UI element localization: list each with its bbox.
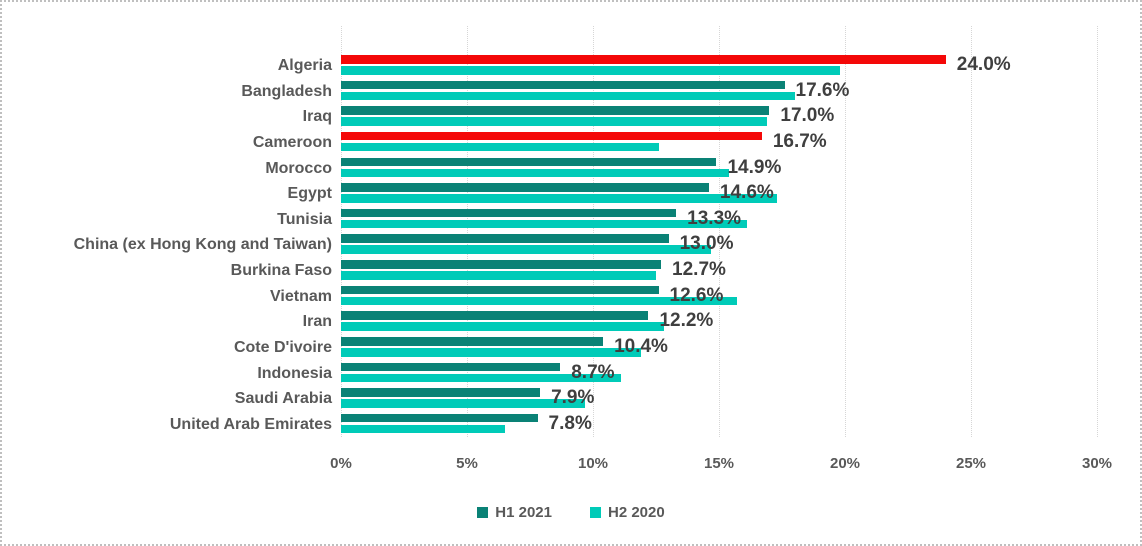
x-axis-tick-label: 5% xyxy=(456,455,478,472)
bar-h2-2020 xyxy=(341,373,621,383)
data-label: 8.7% xyxy=(571,361,615,383)
gridline xyxy=(341,26,342,437)
bar-h1-2021 xyxy=(341,157,717,167)
category-label: Algeria xyxy=(277,57,332,74)
category-label: Bangladesh xyxy=(241,82,332,100)
data-label: 12.7% xyxy=(672,259,726,281)
bar-h1-2021 xyxy=(341,208,677,218)
data-label: 24.0% xyxy=(956,54,1011,75)
gridline xyxy=(467,26,468,437)
x-axis-tick-label: 30% xyxy=(1081,455,1113,472)
category-label: Indonesia xyxy=(257,364,332,382)
bar-h2-2020 xyxy=(341,194,777,203)
category-label: Iraq xyxy=(302,108,332,126)
x-axis-tick-label: 20% xyxy=(829,455,861,472)
bar-h2-2020 xyxy=(341,66,840,75)
data-label: 7.8% xyxy=(548,412,592,434)
category-label: Iran xyxy=(302,313,332,331)
category-label: United Arab Emirates xyxy=(169,415,332,433)
legend-item-h1-2021: H1 2021 xyxy=(477,504,552,521)
bar-h1-2021 xyxy=(341,234,669,243)
bar-h2-2020 xyxy=(341,296,737,306)
gridline xyxy=(593,26,594,437)
category-label: Burkina Faso xyxy=(230,262,332,280)
bar-h1-2021 xyxy=(341,311,649,320)
data-label: 17.6% xyxy=(795,79,850,101)
category-label: China (ex Hong Kong and Taiwan) xyxy=(73,236,332,254)
data-label: 13.3% xyxy=(687,207,742,229)
bar-h1-2021 xyxy=(341,388,541,397)
legend-item-h2-2020: H2 2020 xyxy=(590,504,665,521)
legend-label-h2-2020: H2 2020 xyxy=(608,504,665,521)
category-label: Egypt xyxy=(287,185,332,203)
bar-h2-2020 xyxy=(341,348,641,357)
category-label: Cameroon xyxy=(252,133,332,151)
data-label: 16.7% xyxy=(772,130,827,152)
legend-swatch-h2-2020-icon xyxy=(590,507,601,518)
category-label: Vietnam xyxy=(270,287,332,305)
bar-h1-2021 xyxy=(341,337,604,346)
data-label: 14.9% xyxy=(727,156,782,178)
chart-legend: H1 2021 H2 2020 xyxy=(2,504,1140,521)
bar-h1-2021 xyxy=(341,183,709,192)
data-label: 13.0% xyxy=(679,233,734,255)
x-axis-tick-label: 15% xyxy=(703,455,735,472)
bar-h2-2020 xyxy=(341,91,795,101)
bar-h2-2020 xyxy=(341,399,586,408)
data-label: 12.6% xyxy=(669,284,724,306)
data-label: 10.4% xyxy=(614,336,668,358)
x-axis-tick-label: 0% xyxy=(330,455,352,472)
gridline xyxy=(845,26,846,437)
bar-h2-2020 xyxy=(341,168,730,178)
x-axis-tick-label: 10% xyxy=(577,455,609,472)
bar-h1-2021 xyxy=(341,260,662,269)
bar-h2-2020 xyxy=(341,219,747,229)
bar-h2-2020 xyxy=(341,322,664,331)
x-axis-tick-label: 25% xyxy=(955,455,987,472)
bar-h1-2021 xyxy=(341,362,561,372)
gridline xyxy=(971,26,972,437)
data-label: 7.9% xyxy=(551,387,595,409)
legend-label-h1-2021: H1 2021 xyxy=(495,504,552,521)
bar-h1-2021 xyxy=(341,106,770,115)
bar-h1-2021 xyxy=(341,55,946,64)
bar-h1-2021 xyxy=(341,285,659,295)
category-label: Saudi Arabia xyxy=(234,390,332,408)
legend-swatch-h1-2021-icon xyxy=(477,507,489,518)
category-label: Cote D'ivoire xyxy=(233,339,332,357)
data-label: 14.6% xyxy=(719,182,774,204)
bar-h1-2021 xyxy=(341,80,785,90)
bar-h1-2021 xyxy=(341,131,762,141)
bar-h2-2020 xyxy=(341,424,505,434)
bar-h2-2020 xyxy=(341,142,659,152)
gridline xyxy=(1097,26,1098,437)
category-label: Tunisia xyxy=(277,210,332,228)
data-label: 17.0% xyxy=(780,105,835,127)
data-label: 12.2% xyxy=(659,310,714,332)
bar-h1-2021 xyxy=(341,413,538,423)
bar-h2-2020 xyxy=(341,117,767,126)
gridline xyxy=(719,26,720,437)
category-label: Morocco xyxy=(265,159,332,177)
bar-h2-2020 xyxy=(341,271,656,280)
bar-h2-2020 xyxy=(341,245,712,254)
